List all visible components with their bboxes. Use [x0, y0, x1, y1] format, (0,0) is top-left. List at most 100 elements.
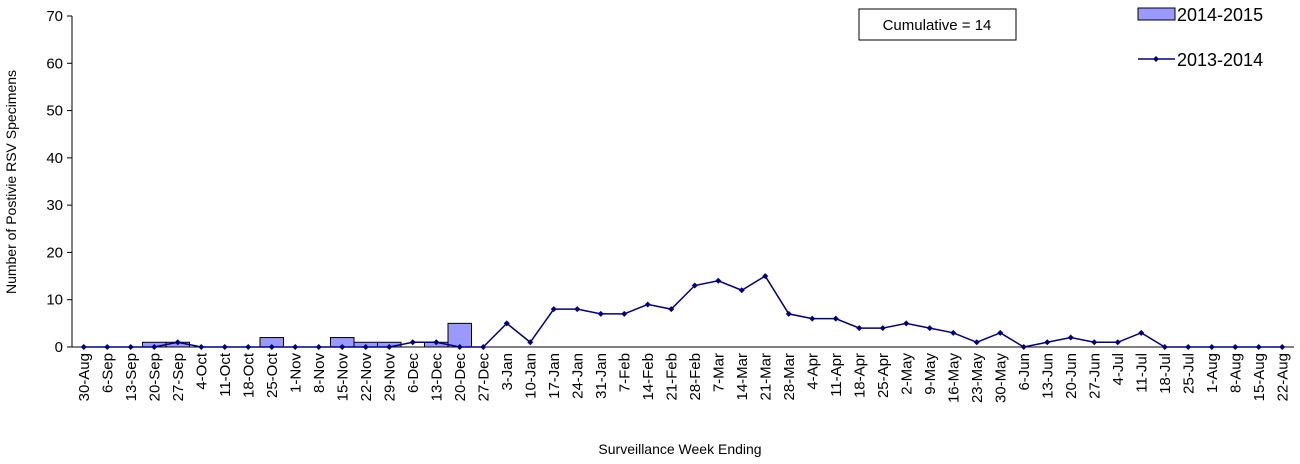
marker — [1161, 344, 1168, 350]
legend-marker — [1153, 56, 1159, 62]
marker — [1208, 344, 1215, 350]
marker — [785, 310, 792, 317]
x-tick-label: 25-Jul — [1180, 353, 1197, 394]
x-tick-label: 1-Aug — [1204, 353, 1221, 393]
x-tick-label: 28-Feb — [687, 353, 704, 401]
y-tick-label: 60 — [46, 55, 63, 72]
x-tick-label: 6-Sep — [99, 353, 116, 393]
marker — [973, 339, 980, 346]
x-tick-label: 27-Jun — [1086, 353, 1103, 399]
marker — [668, 306, 675, 313]
marker — [597, 310, 604, 317]
x-tick-label: 23-May — [969, 353, 986, 404]
x-tick-label: 1-Nov — [287, 353, 304, 394]
marker — [691, 282, 698, 289]
marker — [433, 339, 440, 346]
x-tick-label: 29-Nov — [381, 353, 398, 402]
x-tick-label: 21-Mar — [757, 353, 774, 401]
marker — [926, 325, 933, 332]
legend-swatch — [1137, 7, 1176, 21]
x-tick-label: 11-Jul — [1133, 353, 1150, 393]
x-tick-label: 18-Jul — [1157, 353, 1174, 394]
marker — [104, 344, 111, 350]
x-tick-label: 4-Jul — [1110, 353, 1127, 386]
y-tick-label: 40 — [46, 150, 63, 167]
marker — [362, 344, 369, 350]
marker — [386, 344, 393, 350]
x-tick-label: 31-Jan — [593, 353, 610, 399]
x-tick-label: 13-Dec — [428, 353, 445, 402]
x-tick-label: 4-Oct — [193, 352, 210, 390]
x-tick-label: 15-Aug — [1251, 353, 1268, 401]
x-tick-label: 22-Nov — [358, 353, 375, 402]
marker — [174, 339, 181, 346]
marker — [1020, 344, 1027, 350]
x-tick-label: 6-Dec — [405, 353, 422, 394]
marker — [221, 344, 228, 350]
marker — [198, 344, 205, 350]
y-tick-label: 0 — [55, 339, 63, 356]
marker — [1138, 329, 1145, 336]
marker — [151, 344, 158, 350]
x-tick-label: 24-Jan — [569, 353, 586, 399]
marker — [1044, 339, 1051, 346]
marker — [409, 339, 416, 346]
marker — [245, 344, 252, 350]
y-tick-label: 10 — [46, 292, 63, 309]
x-tick-label: 8-Aug — [1227, 353, 1244, 393]
marker — [1279, 344, 1286, 350]
marker — [480, 344, 487, 350]
x-tick-label: 7-Feb — [616, 353, 633, 392]
x-tick-label: 21-Feb — [663, 353, 680, 401]
x-tick-label: 10-Jan — [522, 353, 539, 399]
x-tick-label: 14-Feb — [640, 353, 657, 401]
marker — [621, 310, 628, 317]
x-tick-label: 13-Jun — [1039, 353, 1056, 399]
marker — [997, 329, 1004, 336]
annotation: Cumulative = 14 — [883, 17, 992, 34]
x-tick-label: 7-Mar — [710, 353, 727, 392]
legend-label: 2014-2015 — [1177, 5, 1263, 25]
x-tick-label: 18-Oct — [240, 352, 257, 398]
x-tick-label: 30-Aug — [76, 353, 93, 401]
marker — [762, 273, 769, 280]
x-tick-label: 15-Nov — [334, 353, 351, 402]
x-tick-label: 11-Apr — [828, 353, 845, 397]
x-tick-label: 6-Jun — [1016, 353, 1033, 391]
marker — [574, 306, 581, 313]
marker — [80, 344, 87, 350]
marker — [1114, 339, 1121, 346]
x-tick-label: 25-Oct — [264, 352, 281, 398]
marker — [1255, 344, 1262, 350]
marker — [738, 287, 745, 294]
marker — [1067, 334, 1074, 341]
x-tick-label: 16-May — [945, 353, 962, 404]
line — [83, 275, 1283, 348]
x-tick-label: 9-May — [922, 353, 939, 395]
x-tick-label: 20-Sep — [146, 353, 163, 401]
legend-label: 2013-2014 — [1177, 50, 1263, 70]
bar — [447, 322, 472, 348]
marker — [950, 329, 957, 336]
marker — [856, 325, 863, 332]
y-tick-label: 50 — [46, 103, 63, 120]
y-tick-label: 30 — [46, 197, 63, 214]
x-axis-title: Surveillance Week Ending — [598, 441, 761, 457]
x-tick-label: 13-Sep — [123, 353, 140, 401]
x-tick-label: 27-Sep — [170, 353, 187, 401]
marker — [1091, 339, 1098, 346]
marker — [1185, 344, 1192, 350]
y-tick-label: 20 — [46, 244, 63, 261]
y-tick-label: 70 — [46, 8, 63, 25]
marker — [809, 315, 816, 322]
marker — [527, 339, 534, 346]
marker — [268, 344, 275, 350]
x-tick-label: 11-Oct — [217, 352, 234, 397]
x-tick-label: 3-Jan — [499, 353, 516, 391]
marker — [715, 277, 722, 284]
x-tick-label: 25-Apr — [875, 353, 892, 398]
annotation-box — [858, 8, 1017, 41]
x-tick-label: 8-Nov — [311, 353, 328, 394]
x-tick-label: 22-Aug — [1274, 353, 1291, 401]
